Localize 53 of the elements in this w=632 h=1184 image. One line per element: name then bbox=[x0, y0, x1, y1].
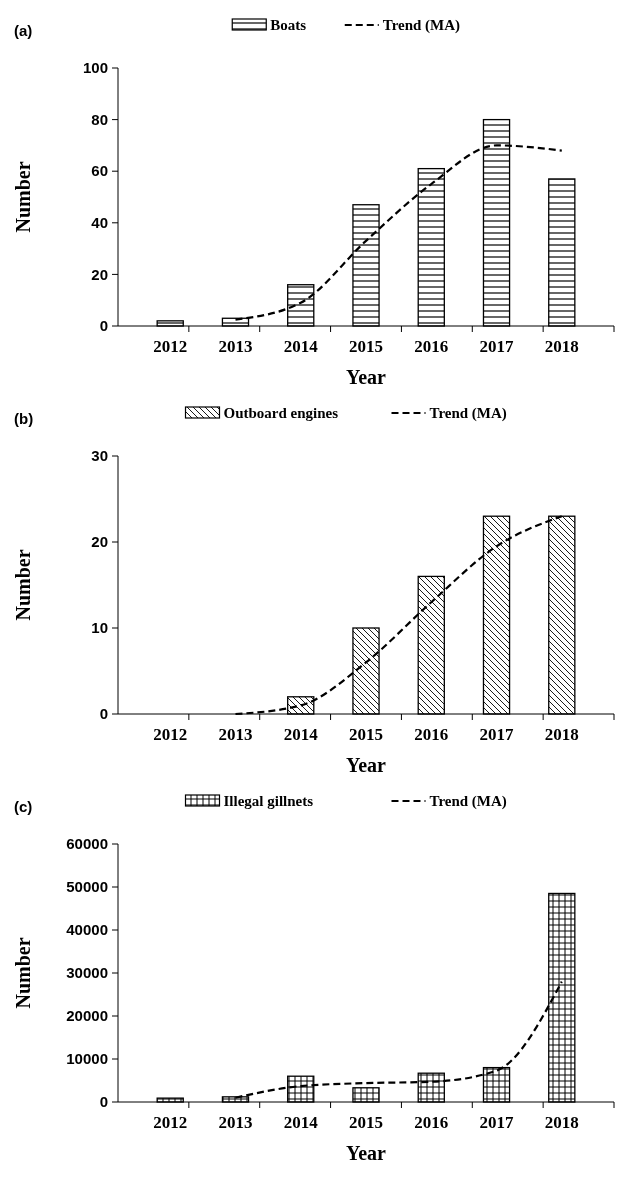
x-tick-label: 2014 bbox=[283, 725, 319, 744]
y-axis-title: Number bbox=[12, 549, 34, 621]
y-tick-label: 80 bbox=[91, 110, 108, 128]
x-tick-label: 2014 bbox=[283, 1113, 319, 1132]
x-axis-title: Year bbox=[346, 754, 387, 776]
x-tick-label: 2013 bbox=[218, 725, 253, 744]
y-tick-label: 40 bbox=[91, 214, 108, 232]
y-tick-label: 50000 bbox=[66, 878, 108, 896]
text: (c) bbox=[14, 798, 33, 815]
y-tick-label: 30 bbox=[91, 447, 108, 465]
text: (a) bbox=[14, 22, 33, 39]
y-axis-title: Number bbox=[12, 161, 34, 233]
y-tick-label: 20 bbox=[91, 265, 108, 283]
x-tick-label: 2016 bbox=[414, 1113, 449, 1132]
x-tick-label: 2016 bbox=[414, 337, 449, 356]
x-axis-title: Year bbox=[346, 366, 387, 388]
x-tick-label: 2012 bbox=[153, 1113, 188, 1132]
y-tick-label: 20000 bbox=[66, 1007, 108, 1025]
y-axis-title: Number bbox=[12, 937, 34, 1009]
x-tick-label: 2017 bbox=[479, 725, 515, 744]
legend-label: Trend (MA) bbox=[382, 17, 461, 34]
y-tick-label: 0 bbox=[99, 1093, 108, 1111]
x-tick-label: 2012 bbox=[153, 725, 188, 744]
x-tick-label: 2015 bbox=[349, 337, 383, 356]
y-tick-label: 40000 bbox=[66, 921, 108, 939]
x-tick-label: 2016 bbox=[414, 725, 449, 744]
legend-label: Trend (MA) bbox=[429, 405, 507, 422]
y-tick-label: 60 bbox=[91, 162, 108, 180]
x-tick-label: 2013 bbox=[218, 337, 253, 356]
y-tick-label: 100 bbox=[82, 59, 108, 77]
x-tick-label: 2018 bbox=[544, 1113, 579, 1132]
x-tick-label: 2012 bbox=[153, 337, 188, 356]
y-tick-label: 60000 bbox=[66, 835, 108, 853]
x-tick-label: 2013 bbox=[218, 1113, 253, 1132]
y-tick-label: 0 bbox=[99, 705, 108, 723]
y-tick-label: 10000 bbox=[66, 1050, 108, 1068]
x-tick-label: 2015 bbox=[349, 1113, 383, 1132]
y-tick-label: 30000 bbox=[66, 964, 108, 982]
legend-label: Boats bbox=[270, 17, 307, 33]
x-axis-title: Year bbox=[346, 1142, 387, 1164]
x-tick-label: 2014 bbox=[283, 337, 319, 356]
x-tick-label: 2017 bbox=[479, 1113, 515, 1132]
y-tick-label: 10 bbox=[91, 619, 108, 637]
x-tick-label: 2018 bbox=[544, 337, 579, 356]
legend-label: Illegal gillnets bbox=[223, 793, 314, 809]
y-tick-label: 20 bbox=[91, 533, 108, 551]
legend-label: Outboard engines bbox=[223, 405, 339, 421]
legend-label: Trend (MA) bbox=[429, 793, 507, 810]
y-tick-label: 0 bbox=[99, 317, 108, 335]
x-tick-label: 2017 bbox=[479, 337, 515, 356]
x-tick-label: 2015 bbox=[349, 725, 383, 744]
text: (b) bbox=[14, 410, 34, 427]
x-tick-label: 2018 bbox=[544, 725, 579, 744]
